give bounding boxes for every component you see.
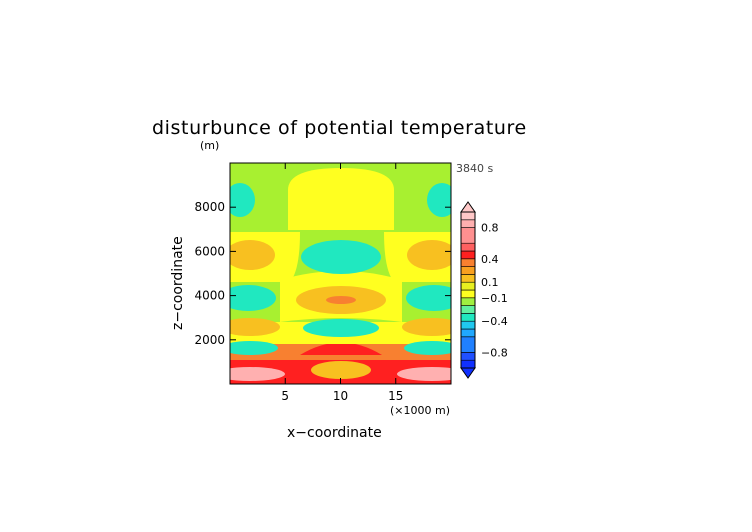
bottom-center-yellow [311, 361, 371, 379]
chart-title: disturbunce of potential temperature [152, 117, 527, 139]
colorbar-tick-label: 0.4 [481, 253, 499, 266]
colorbar-tick-label: −0.8 [481, 346, 508, 359]
time-label: 3840 s [456, 162, 493, 175]
colorbar-segment [460, 297, 476, 306]
colorbar-segment [460, 281, 476, 291]
left-orange-lobe [230, 318, 280, 336]
colorbar-top-arrow [460, 201, 476, 213]
colorbar: −0.8 −0.4 −0.1 0.1 0.4 0.8 [460, 201, 508, 379]
bottom-left-pink [230, 367, 285, 381]
colorbar-segment [460, 266, 476, 275]
colorbar-segment [460, 320, 476, 330]
colorbar-segment [460, 305, 476, 314]
colorbar-tick-label: 0.8 [481, 222, 499, 235]
center-cyan-lower [303, 319, 379, 337]
x-axis: 5 10 15 [281, 163, 403, 403]
left-cyan-mid [230, 285, 276, 311]
colorbar-segment [460, 289, 476, 299]
bottom-right-pink [397, 367, 451, 381]
colorbar-segment [460, 328, 476, 338]
center-dark-orange [326, 296, 356, 304]
top-yellow-dome [288, 168, 394, 230]
x-unit-label: (×1000 m) [390, 404, 450, 417]
colorbar-frame [460, 211, 476, 369]
y-tick-label: 2000 [194, 333, 225, 347]
colorbar-segment [460, 359, 476, 369]
y-tick-label: 4000 [194, 289, 225, 303]
x-axis-label: x−coordinate [287, 425, 382, 441]
colorbar-tick-label: −0.1 [481, 292, 508, 305]
lower-left-cyan [230, 341, 278, 355]
colorbar-tick-label: 0.1 [481, 276, 499, 289]
colorbar-segment [460, 211, 476, 221]
left-orange-mid [230, 240, 275, 270]
right-cyan-mid [406, 285, 451, 311]
center-cyan-upper [301, 240, 381, 274]
colorbar-segment [460, 242, 476, 252]
colorbar-tick-label: −0.4 [481, 315, 508, 328]
x-tick-label: 5 [281, 389, 289, 403]
right-orange-mid [407, 240, 451, 270]
contour-plot [230, 163, 451, 384]
colorbar-segment [460, 258, 476, 267]
colorbar-segment [460, 313, 476, 322]
colorbar-segment [460, 227, 476, 244]
y-unit-label: (m) [200, 139, 219, 152]
center-red-dome [300, 342, 382, 355]
colorbar-segment [460, 352, 476, 361]
y-tick-label: 6000 [194, 244, 225, 258]
lower-right-cyan [404, 341, 451, 355]
colorbar-bottom-arrow [460, 367, 476, 379]
y-axis-label: z−coordinate [170, 236, 186, 330]
top-right-cyan [427, 183, 451, 217]
colorbar-segment [460, 250, 476, 260]
y-axis: 2000 4000 6000 8000 [194, 200, 451, 347]
colorbar-segment [460, 336, 476, 353]
x-tick-label: 10 [333, 389, 348, 403]
y-tick-label: 8000 [194, 200, 225, 214]
colorbar-segment [460, 274, 476, 283]
x-tick-label: 15 [388, 389, 403, 403]
colorbar-segment [460, 219, 476, 228]
right-orange-lobe [402, 318, 451, 336]
top-left-cyan [230, 183, 255, 217]
